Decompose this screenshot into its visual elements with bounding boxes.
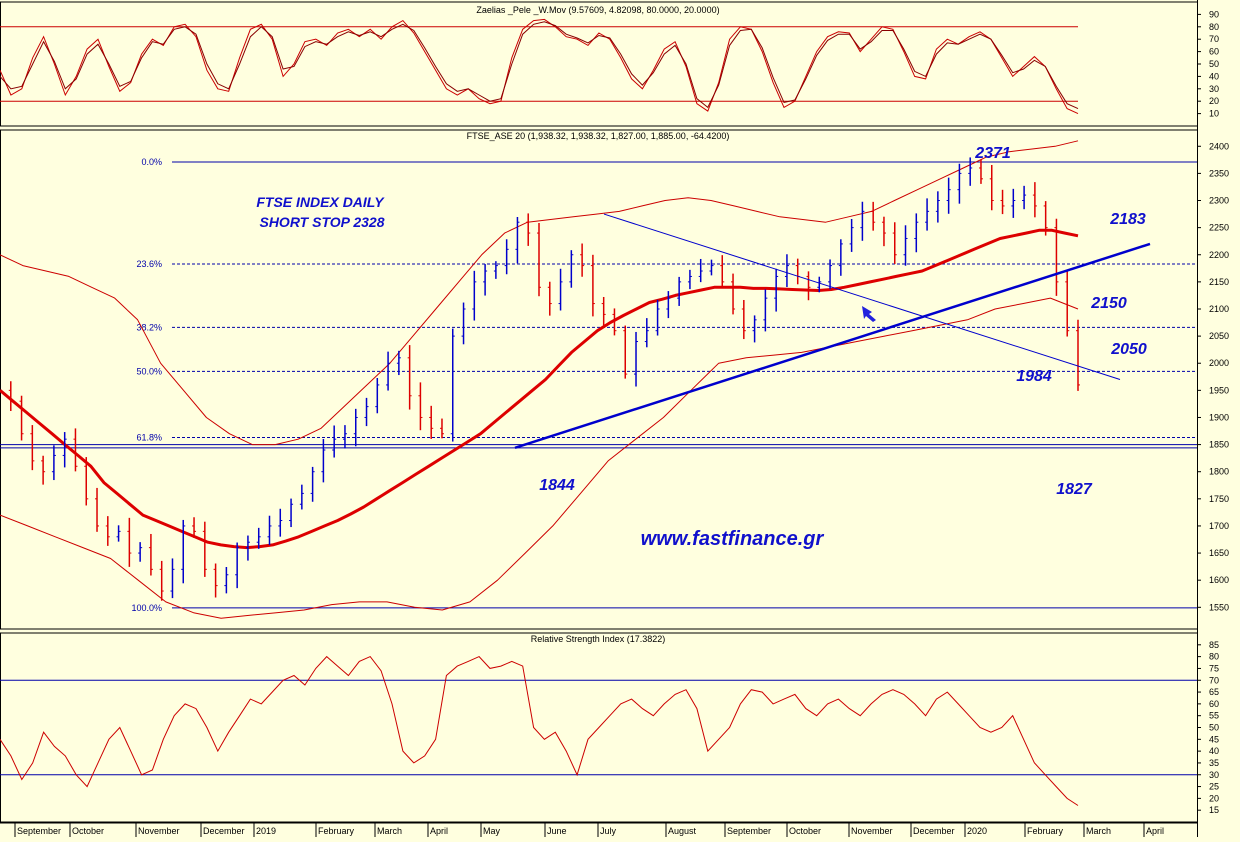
lower-envelope	[0, 297, 1079, 619]
price-tick-label: 2300	[1209, 196, 1229, 206]
annotation-1827: 1827	[1056, 481, 1093, 498]
rsi-tick-label: 20	[1209, 793, 1219, 803]
fib-level-label: 0.0%	[141, 157, 162, 167]
rsi-tick-label: 60	[1209, 699, 1219, 709]
annotation-stop: SHORT STOP 2328	[259, 214, 384, 230]
price-tick-label: 2050	[1209, 331, 1229, 341]
rsi-tick-label: 30	[1209, 770, 1219, 780]
fib-level-label: 100.0%	[131, 603, 162, 613]
support-trendline	[514, 242, 1151, 450]
rsi-tick-label: 75	[1209, 663, 1219, 673]
annotation-2050: 2050	[1110, 341, 1147, 358]
rsi-line	[0, 655, 1079, 806]
price-tick-label: 2200	[1209, 250, 1229, 260]
osc-tick-label: 60	[1209, 47, 1219, 57]
annotation-1844: 1844	[539, 477, 575, 494]
x-axis-label: May	[483, 826, 501, 836]
price-tick-label: 1750	[1209, 494, 1229, 504]
fib-level-label: 23.6%	[136, 259, 162, 269]
price-tick-label: 2400	[1209, 141, 1229, 151]
x-axis-label: February	[1027, 826, 1064, 836]
osc-tick-label: 30	[1209, 84, 1219, 94]
rsi-tick-label: 85	[1209, 640, 1219, 650]
osc-tick-label: 50	[1209, 59, 1219, 69]
x-axis-label: September	[727, 826, 771, 836]
annotation-website: www.fastfinance.gr	[641, 528, 825, 550]
annotation-1984: 1984	[1016, 368, 1052, 385]
x-axis-label: April	[1146, 826, 1164, 836]
x-axis-label: June	[547, 826, 567, 836]
rsi-tick-label: 40	[1209, 746, 1219, 756]
x-axis-label: March	[1086, 826, 1111, 836]
fib-level-label: 38.2%	[136, 322, 162, 332]
price-tick-label: 1800	[1209, 467, 1229, 477]
x-axis-label: November	[851, 826, 893, 836]
price-tick-label: 1600	[1209, 575, 1229, 585]
annotation-2371: 2371	[974, 145, 1011, 162]
price-tick-label: 2150	[1209, 277, 1229, 287]
price-tick-label: 1700	[1209, 521, 1229, 531]
arrow-marker	[862, 306, 876, 322]
x-axis-label: August	[668, 826, 697, 836]
osc-tick-label: 40	[1209, 71, 1219, 81]
x-axis-label: October	[72, 826, 104, 836]
fib-level-label: 61.8%	[136, 433, 162, 443]
resistance-trendline	[603, 213, 1121, 380]
rsi-title: Relative Strength Index (17.3822)	[531, 634, 666, 644]
x-axis-label: March	[377, 826, 402, 836]
price-title: FTSE_ASE 20 (1,938.32, 1,938.32, 1,827.0…	[467, 131, 730, 141]
rsi-tick-label: 50	[1209, 723, 1219, 733]
price-tick-label: 1550	[1209, 602, 1229, 612]
x-axis-label: 2020	[967, 826, 987, 836]
rsi-tick-label: 70	[1209, 675, 1219, 685]
x-axis-label: September	[17, 826, 61, 836]
annotation-2183: 2183	[1109, 211, 1146, 228]
rsi-tick-label: 45	[1209, 734, 1219, 744]
upper-envelope	[0, 140, 1079, 446]
rsi-tick-label: 25	[1209, 782, 1219, 792]
price-tick-label: 2250	[1209, 223, 1229, 233]
price-tick-label: 2100	[1209, 304, 1229, 314]
price-tick-label: 2350	[1209, 168, 1229, 178]
annotation-2150: 2150	[1090, 295, 1127, 312]
x-axis-label: November	[138, 826, 180, 836]
rsi-tick-label: 65	[1209, 687, 1219, 697]
price-tick-label: 1650	[1209, 548, 1229, 558]
x-axis-label: October	[789, 826, 821, 836]
osc-series-fast	[0, 18, 1079, 115]
moving-average-line	[0, 228, 1079, 550]
x-axis-label: December	[203, 826, 245, 836]
osc-series-slow	[0, 21, 1079, 110]
x-axis-label: April	[430, 826, 448, 836]
price-tick-label: 2000	[1209, 358, 1229, 368]
fib-level-label: 50.0%	[136, 366, 162, 376]
osc-tick-label: 80	[1209, 22, 1219, 32]
panel-frame-osc	[0, 1, 1198, 127]
x-axis-label: 2019	[256, 826, 276, 836]
osc-tick-label: 20	[1209, 96, 1219, 106]
annotation-title: FTSE INDEX DAILY	[256, 194, 385, 210]
osc-tick-label: 70	[1209, 34, 1219, 44]
rsi-tick-label: 35	[1209, 758, 1219, 768]
rsi-tick-label: 15	[1209, 805, 1219, 815]
x-axis-label: December	[913, 826, 955, 836]
price-tick-label: 1850	[1209, 440, 1229, 450]
osc-tick-label: 90	[1209, 9, 1219, 19]
osc-tick-label: 10	[1209, 109, 1219, 119]
oscillator-title: Zaelias _Pele _W.Mov (9.57609, 4.82098, …	[476, 5, 719, 15]
rsi-tick-label: 80	[1209, 652, 1219, 662]
price-tick-label: 1950	[1209, 385, 1229, 395]
x-axis-label: July	[600, 826, 617, 836]
price-tick-label: 1900	[1209, 412, 1229, 422]
rsi-tick-label: 55	[1209, 711, 1219, 721]
x-axis-label: February	[318, 826, 355, 836]
